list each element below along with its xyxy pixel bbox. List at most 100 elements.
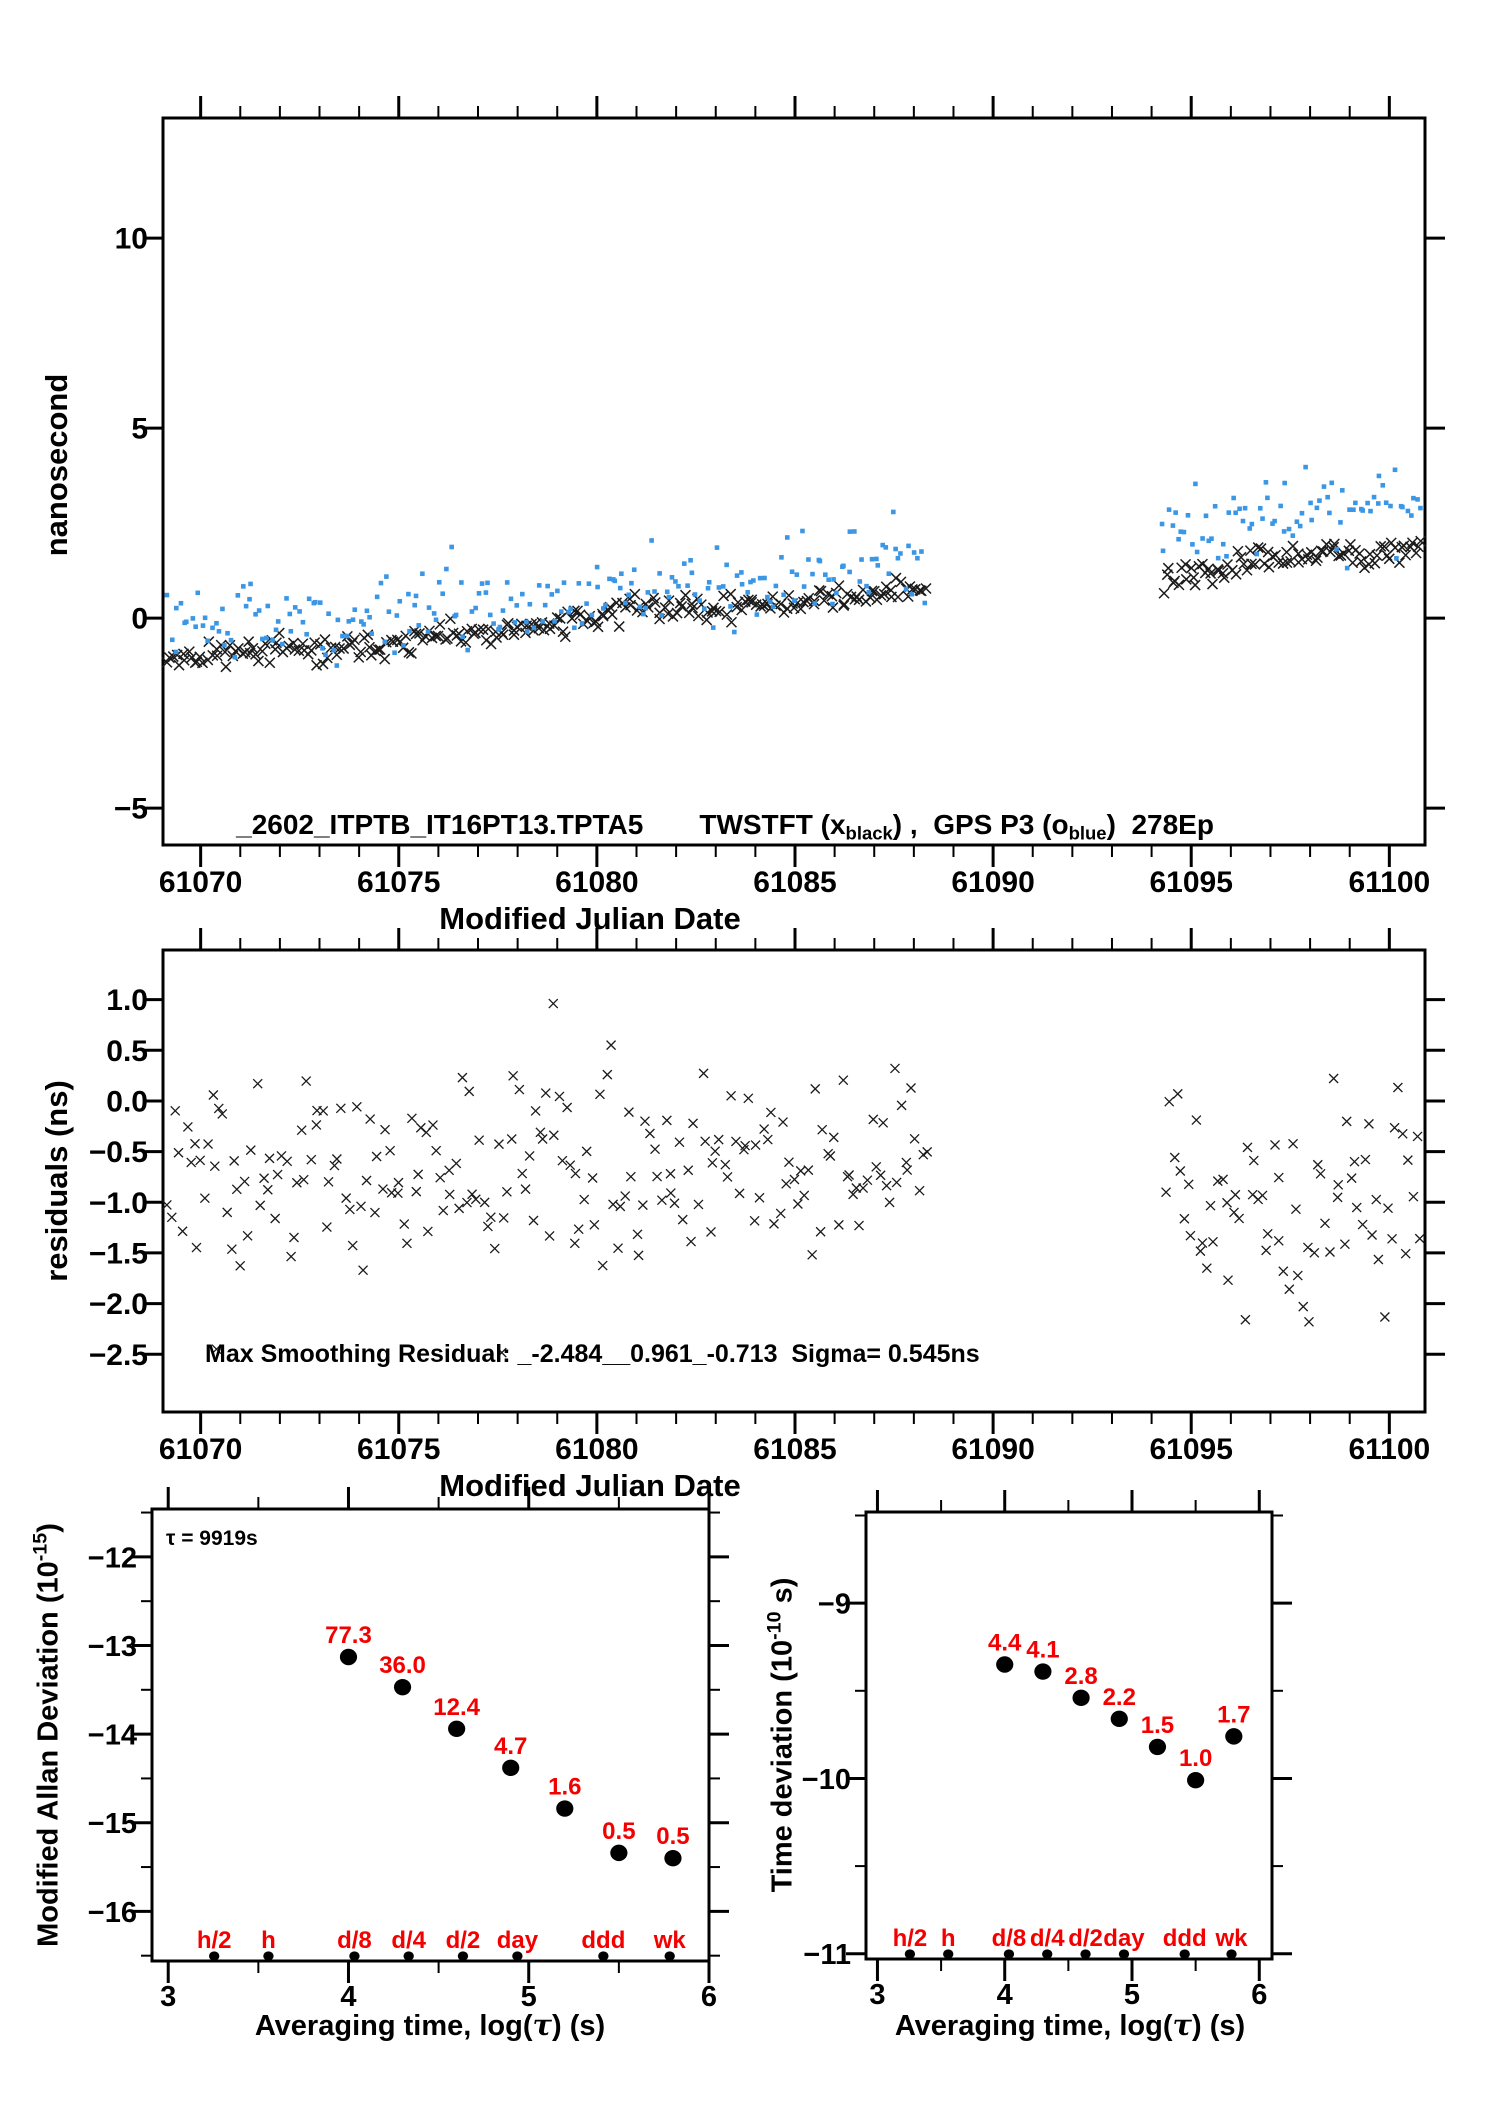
panel1-title-twstft: TWSTFT (x bbox=[699, 808, 846, 840]
scatter-point-dot bbox=[248, 581, 253, 587]
scatter-point-dot bbox=[292, 605, 298, 610]
scatter-point-dot bbox=[586, 581, 592, 586]
scatter-point-dot bbox=[312, 599, 318, 605]
scatter-point-x bbox=[875, 589, 887, 601]
scatter-point-dot bbox=[767, 599, 773, 605]
scatter-point-dot bbox=[273, 627, 279, 633]
scatter-point-x bbox=[1414, 1233, 1425, 1244]
scatter-point-x bbox=[209, 1161, 220, 1172]
scatter-point-dot bbox=[500, 608, 506, 613]
deviation-point bbox=[1034, 1663, 1052, 1680]
scatter-point-x bbox=[286, 1251, 297, 1262]
scatter-point-x bbox=[1206, 578, 1219, 590]
scatter-point-dot bbox=[1215, 555, 1221, 561]
scatter-point-x bbox=[679, 589, 692, 601]
scatter-point-dot bbox=[568, 606, 573, 612]
scatter-point-dot bbox=[1303, 464, 1308, 470]
scatter-point-dot bbox=[1371, 494, 1377, 500]
scatter-point-x bbox=[457, 1072, 468, 1083]
scatter-point-x bbox=[781, 1178, 792, 1189]
scatter-point-dot bbox=[739, 570, 744, 575]
scatter-point-dot bbox=[1224, 553, 1229, 559]
scatter-point-x bbox=[762, 1134, 773, 1145]
scatter-point-x bbox=[319, 634, 331, 646]
scatter-point-dot bbox=[1418, 505, 1423, 511]
scatter-point-dot bbox=[1282, 480, 1287, 486]
scatter-point-x bbox=[890, 1063, 900, 1074]
scatter-point-x bbox=[1333, 1179, 1344, 1190]
scatter-point-dot bbox=[485, 580, 490, 586]
scatter-point-dot bbox=[911, 550, 917, 555]
scatter-point-dot bbox=[622, 600, 628, 606]
scatter-point-x bbox=[573, 1224, 584, 1235]
scatter-point-x bbox=[1346, 1173, 1357, 1184]
scatter-point-x bbox=[606, 1040, 617, 1051]
scatter-point-dot bbox=[320, 646, 325, 651]
scatter-point-dot bbox=[359, 619, 364, 624]
scatter-point-x bbox=[219, 646, 231, 658]
scatter-point-x bbox=[190, 1138, 200, 1149]
scatter-point-x bbox=[730, 1136, 741, 1147]
scatter-point-dot bbox=[659, 613, 664, 618]
scatter-point-dot bbox=[549, 592, 555, 597]
scatter-point-dot bbox=[331, 647, 337, 653]
y-tick-label: −12 bbox=[88, 1542, 137, 1574]
scatter-point-dot bbox=[1294, 519, 1300, 525]
scatter-point-dot bbox=[473, 605, 478, 611]
scatter-point-dot bbox=[732, 629, 737, 635]
scatter-point-x bbox=[1371, 549, 1383, 562]
x-tick-label: 61070 bbox=[159, 866, 242, 899]
scatter-point-dot bbox=[216, 629, 222, 634]
scatter-point-x bbox=[706, 1227, 716, 1237]
scatter-point-dot bbox=[243, 603, 249, 609]
scatter-point-x bbox=[1230, 1189, 1241, 1200]
scatter-point-x bbox=[405, 647, 417, 659]
scatter-point-dot bbox=[264, 635, 269, 641]
x-tick-label: 61100 bbox=[1348, 1433, 1430, 1466]
scatter-point-x bbox=[1349, 1156, 1360, 1167]
scatter-point-dot bbox=[1383, 500, 1389, 505]
scatter-point-x bbox=[161, 1199, 172, 1210]
tau-grid-label: h bbox=[261, 1927, 276, 1954]
scatter-point-dot bbox=[1327, 510, 1332, 516]
scatter-point-dot bbox=[497, 624, 503, 630]
scatter-point-dot bbox=[459, 580, 464, 585]
scatter-point-dot bbox=[413, 593, 419, 599]
scatter-point-dot bbox=[688, 557, 693, 563]
scatter-point-dot bbox=[1185, 512, 1191, 518]
tau-grid-dot bbox=[208, 1951, 220, 1961]
scatter-point-dot bbox=[566, 609, 572, 615]
deviation-point bbox=[996, 1656, 1014, 1673]
scatter-point-dot bbox=[235, 593, 241, 598]
scatter-point-dot bbox=[545, 583, 550, 589]
scatter-point-x bbox=[1363, 1118, 1374, 1129]
scatter-point-x bbox=[245, 1145, 256, 1156]
scatter-point-dot bbox=[841, 563, 846, 569]
scatter-point-x bbox=[243, 636, 255, 648]
scatter-point-x bbox=[1241, 564, 1253, 576]
panel3-xlabel-tau: τ bbox=[532, 2008, 553, 2042]
scatter-point-x bbox=[557, 1155, 568, 1166]
scatter-point-dot bbox=[641, 611, 646, 617]
scatter-point-x bbox=[734, 1188, 745, 1199]
scatter-point-x bbox=[688, 1118, 699, 1129]
scatter-point-x bbox=[297, 638, 309, 650]
scatter-point-dot bbox=[1257, 506, 1263, 511]
scatter-point-dot bbox=[801, 584, 807, 589]
scatter-point-x bbox=[1412, 541, 1424, 553]
scatter-point-x bbox=[749, 1215, 760, 1226]
scatter-point-x bbox=[1400, 1248, 1411, 1259]
scatter-point-x bbox=[501, 1186, 512, 1197]
scatter-point-dot bbox=[643, 605, 648, 611]
scatter-point-x bbox=[1371, 1194, 1382, 1205]
scatter-point-x bbox=[460, 636, 472, 649]
scatter-point-x bbox=[1328, 1073, 1339, 1084]
y-tick-label: −2.5 bbox=[89, 1339, 148, 1372]
panel3-ylabel-pre: Modified Allan Deviation (10 bbox=[32, 1561, 65, 1947]
scatter-point-dot bbox=[265, 603, 271, 609]
scatter-point-dot bbox=[367, 614, 372, 620]
scatter-point-dot bbox=[1178, 529, 1184, 534]
scatter-point-dot bbox=[504, 580, 510, 585]
scatter-point-dot bbox=[909, 591, 915, 597]
scatter-point-x bbox=[736, 604, 748, 616]
